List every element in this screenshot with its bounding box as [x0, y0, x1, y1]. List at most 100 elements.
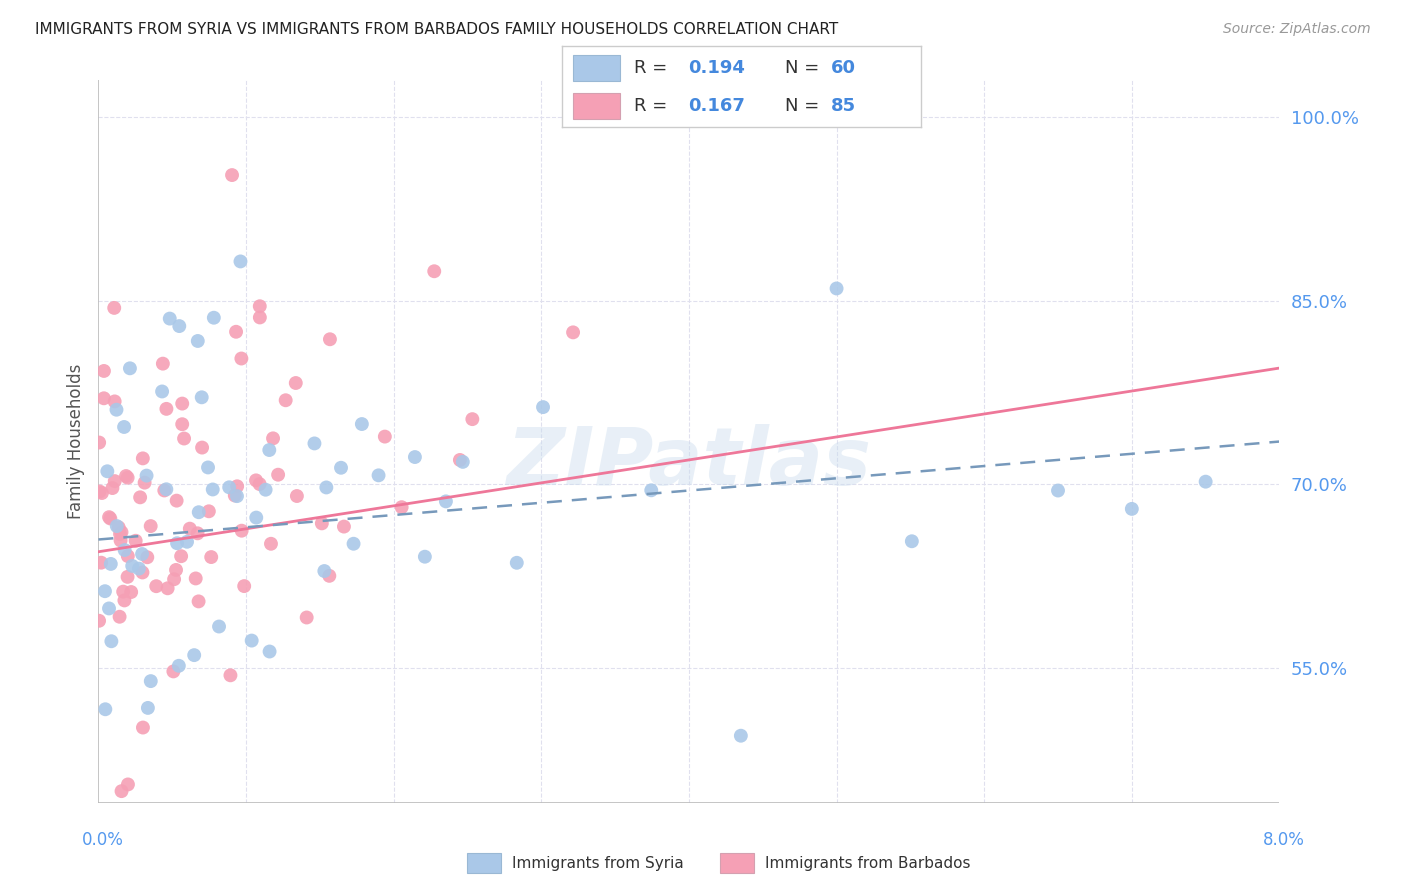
- Point: [132, 451, 155, 466]
- Point: [221, 168, 243, 182]
- Point: [110, 533, 132, 548]
- Text: ZIPatlas: ZIPatlas: [506, 425, 872, 502]
- Text: 0.0%: 0.0%: [82, 831, 124, 849]
- Point: [249, 310, 271, 325]
- Point: [506, 556, 529, 570]
- Point: [112, 584, 135, 599]
- Point: [423, 264, 446, 278]
- Point: [231, 524, 253, 538]
- Point: [94, 584, 117, 599]
- Point: [101, 481, 124, 495]
- Point: [295, 610, 318, 624]
- Point: [124, 533, 146, 548]
- Point: [128, 561, 150, 575]
- Point: [166, 536, 188, 550]
- Point: [176, 534, 198, 549]
- Y-axis label: Family Households: Family Households: [66, 364, 84, 519]
- Point: [208, 619, 231, 633]
- Point: [100, 557, 122, 571]
- Point: [121, 558, 143, 573]
- Point: [254, 483, 277, 497]
- Point: [139, 519, 162, 533]
- Point: [311, 516, 333, 531]
- Point: [162, 665, 184, 679]
- Point: [531, 400, 554, 414]
- Point: [318, 569, 340, 583]
- Point: [136, 550, 159, 565]
- Point: [245, 510, 267, 524]
- Point: [374, 429, 396, 443]
- Point: [1121, 502, 1143, 516]
- Point: [114, 543, 136, 558]
- Point: [93, 392, 115, 406]
- Text: N =: N =: [785, 59, 825, 77]
- Point: [94, 702, 117, 716]
- Point: [730, 729, 752, 743]
- Point: [172, 396, 194, 410]
- Point: [1195, 475, 1218, 489]
- Point: [367, 468, 389, 483]
- Point: [107, 520, 129, 534]
- Point: [197, 460, 219, 475]
- Point: [187, 505, 209, 519]
- Point: [169, 319, 191, 334]
- Point: [262, 431, 284, 445]
- Text: Immigrants from Syria: Immigrants from Syria: [512, 855, 683, 871]
- Text: Immigrants from Barbados: Immigrants from Barbados: [765, 855, 970, 871]
- Point: [90, 556, 112, 570]
- Point: [391, 500, 413, 515]
- Point: [229, 254, 252, 268]
- Text: 8.0%: 8.0%: [1263, 831, 1305, 849]
- Text: N =: N =: [785, 97, 825, 115]
- Point: [619, 110, 641, 124]
- Point: [187, 526, 209, 541]
- Point: [150, 384, 173, 399]
- Bar: [574, 93, 620, 119]
- Point: [240, 633, 263, 648]
- Point: [342, 537, 364, 551]
- Point: [330, 460, 353, 475]
- Point: [90, 486, 112, 500]
- Point: [153, 483, 176, 498]
- Point: [104, 394, 127, 409]
- Point: [640, 483, 662, 498]
- Point: [152, 357, 174, 371]
- Point: [110, 784, 132, 798]
- Point: [131, 566, 153, 580]
- Point: [198, 504, 221, 518]
- Point: [200, 550, 222, 565]
- Point: [226, 489, 249, 503]
- Text: IMMIGRANTS FROM SYRIA VS IMMIGRANTS FROM BARBADOS FAMILY HOUSEHOLDS CORRELATION : IMMIGRANTS FROM SYRIA VS IMMIGRANTS FROM…: [35, 22, 838, 37]
- Point: [132, 721, 155, 735]
- Point: [105, 519, 128, 533]
- Text: Source: ZipAtlas.com: Source: ZipAtlas.com: [1223, 22, 1371, 37]
- Point: [304, 436, 326, 450]
- Point: [451, 455, 474, 469]
- Point: [105, 402, 128, 417]
- Point: [155, 401, 177, 416]
- Point: [231, 351, 253, 366]
- Point: [274, 393, 297, 408]
- Point: [202, 310, 225, 325]
- Point: [131, 547, 153, 561]
- Point: [190, 390, 212, 404]
- Point: [100, 634, 122, 648]
- Point: [89, 484, 111, 499]
- Point: [156, 582, 179, 596]
- Point: [350, 417, 373, 431]
- Point: [166, 493, 188, 508]
- Point: [219, 668, 242, 682]
- Point: [145, 579, 167, 593]
- Point: [201, 483, 224, 497]
- Point: [129, 491, 152, 505]
- Point: [901, 534, 924, 549]
- Point: [93, 364, 115, 378]
- Point: [233, 579, 256, 593]
- Point: [461, 412, 484, 426]
- Point: [434, 494, 457, 508]
- Point: [134, 475, 156, 490]
- Point: [245, 474, 267, 488]
- Point: [89, 435, 111, 450]
- Point: [163, 572, 186, 586]
- Point: [115, 469, 138, 483]
